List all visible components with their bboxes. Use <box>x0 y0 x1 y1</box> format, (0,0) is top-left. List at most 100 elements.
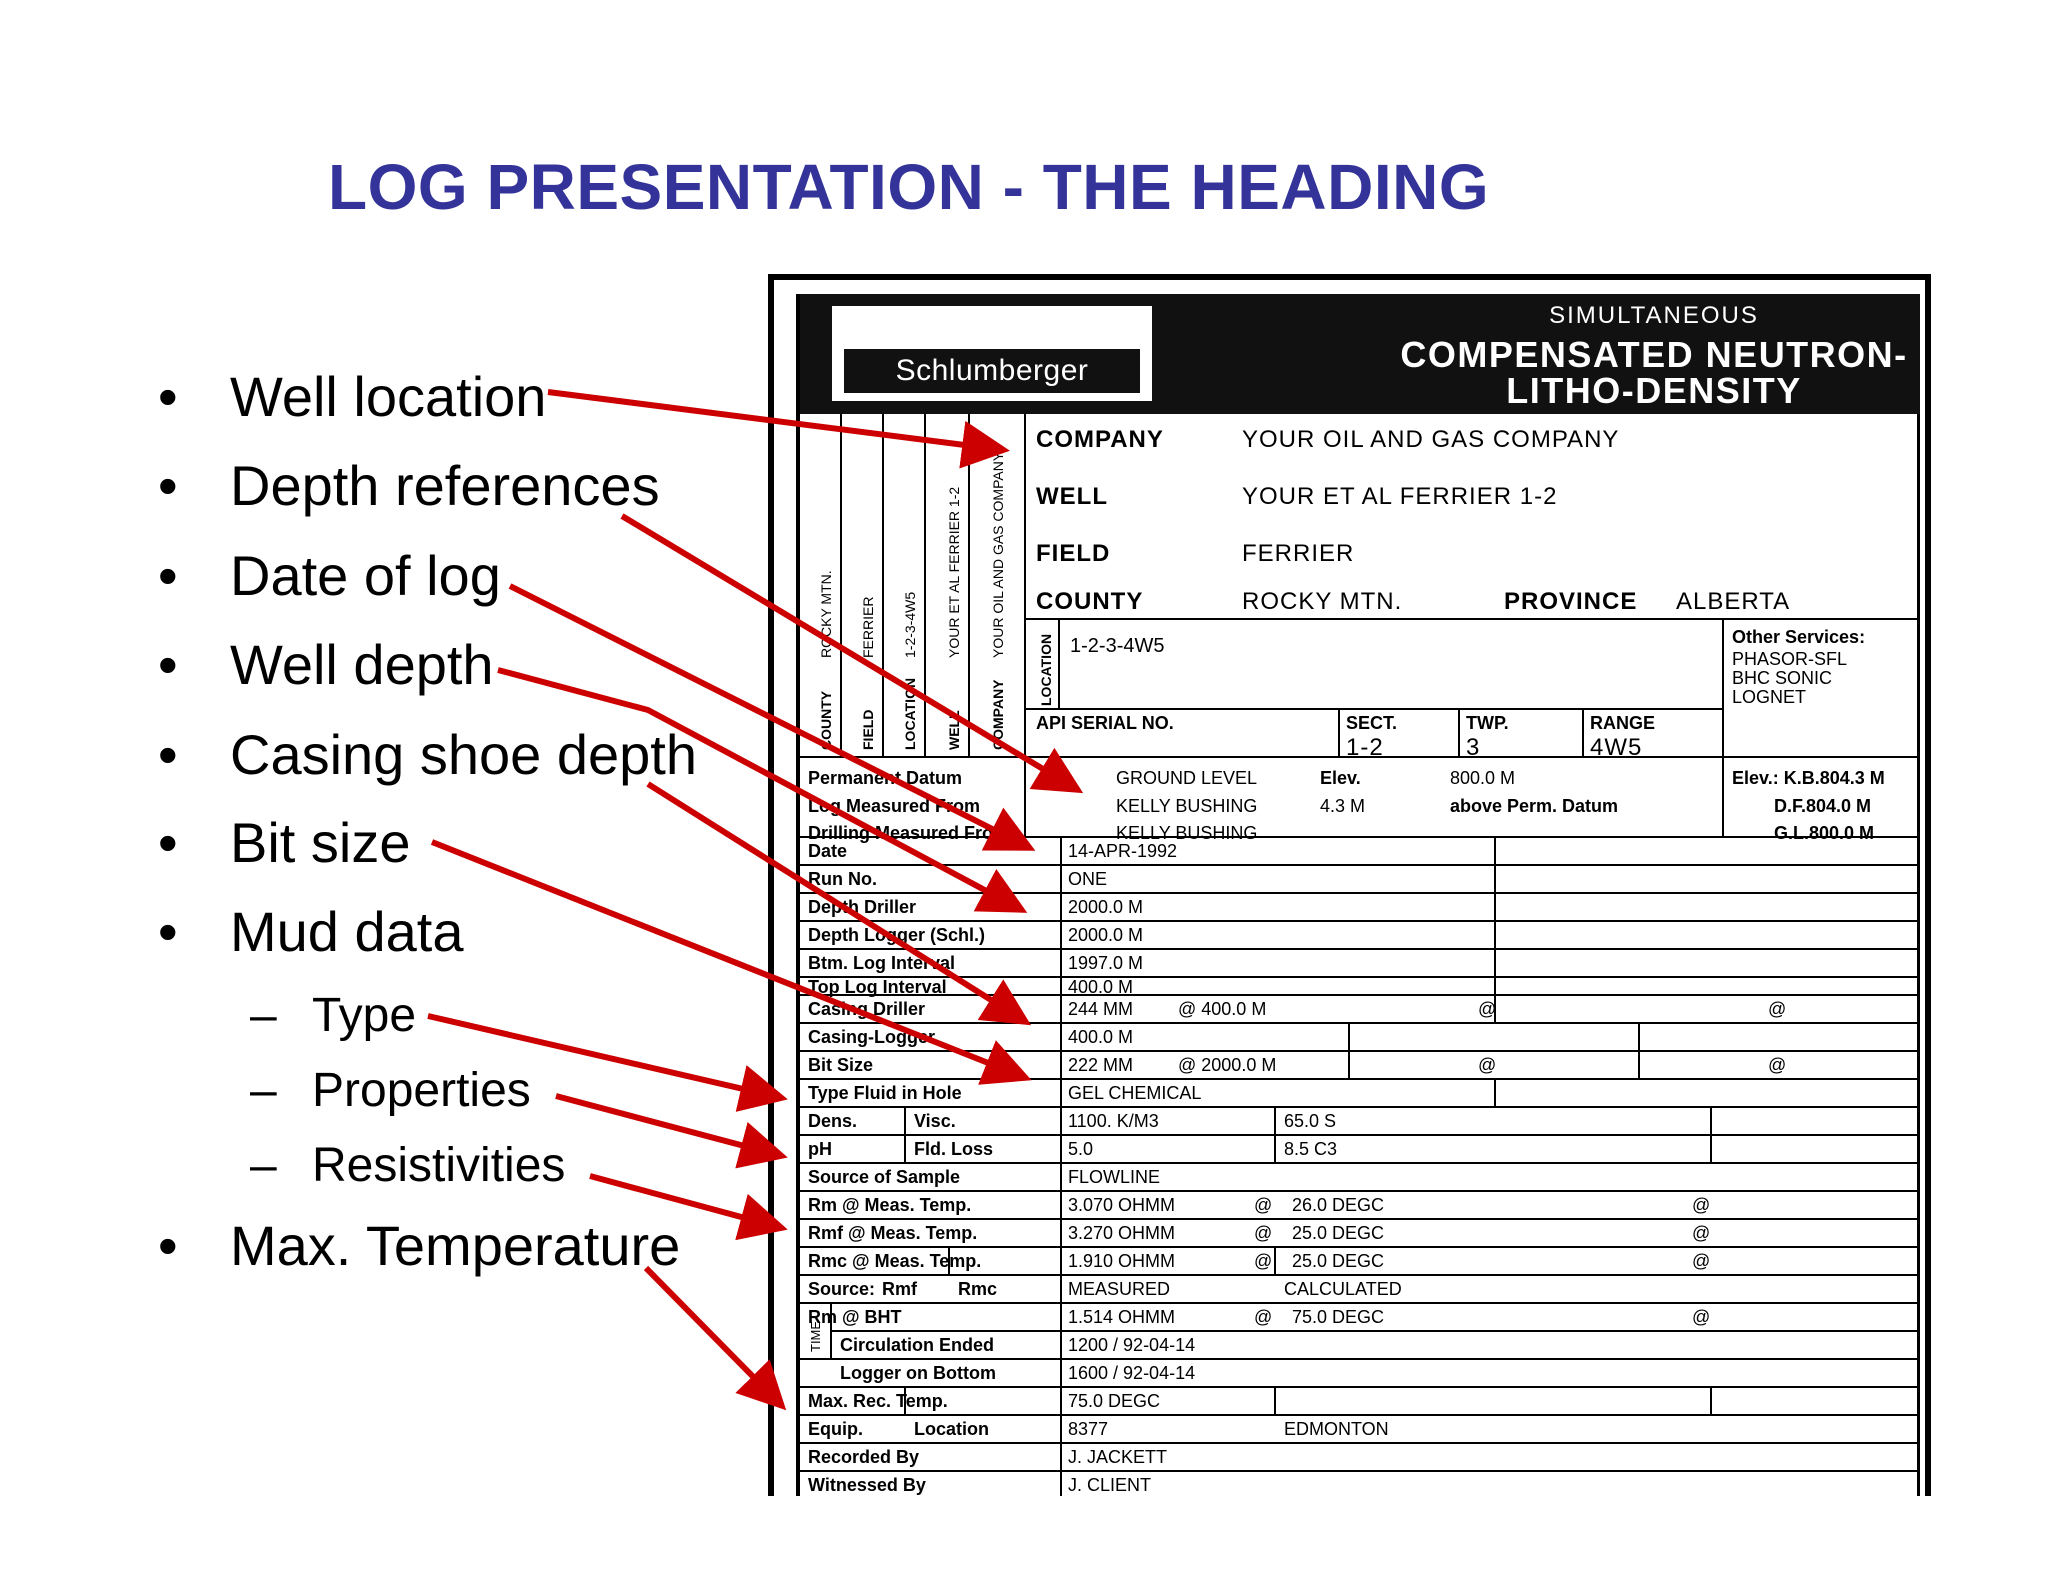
log-reference-text: above Perm. Datum <box>1450 796 1619 816</box>
row-line <box>800 1470 1920 1472</box>
log-heading-document: Schlumberger SIMULTANEOUS COMPENSATED NE… <box>768 274 1931 1496</box>
casing-logger-label: Casing-Logger <box>808 1027 936 1047</box>
top-log-interval-label: Top Log Interval <box>808 977 947 997</box>
dash-mark: – <box>250 1139 277 1192</box>
other-services-label: Other Services: <box>1732 627 1866 647</box>
ph-value: 5.0 <box>1068 1139 1094 1159</box>
divider-line <box>840 414 842 756</box>
side-county-label: COUNTY <box>818 690 834 750</box>
divider-line <box>1058 618 1060 708</box>
fluid-type-label: Type Fluid in Hole <box>808 1083 962 1103</box>
bullet-text: Well location <box>230 365 547 428</box>
logger-on-bottom-value: 1600 / 92-04-14 <box>1068 1363 1196 1383</box>
source-rmf-value: MEASURED <box>1068 1279 1171 1299</box>
field-value: FERRIER <box>1242 540 1355 567</box>
sect-label: SECT. <box>1346 713 1398 733</box>
ph-label: pH <box>808 1139 832 1159</box>
sect-value: 1-2 <box>1346 734 1384 761</box>
row-line <box>800 1302 1920 1304</box>
side-well-label: WELL <box>946 710 962 750</box>
row-line <box>800 1106 1920 1108</box>
rm-bht-label: Rm @ BHT <box>808 1307 902 1327</box>
bullet-well-depth: • Well depth <box>158 637 494 693</box>
company-label: COMPANY <box>1036 426 1164 453</box>
rmf-label: Rmf @ Meas. Temp. <box>808 1223 978 1243</box>
divider-line <box>924 414 926 756</box>
witnessed-by-label: Witnessed By <box>808 1475 926 1495</box>
at-symbol: @ <box>1478 999 1497 1019</box>
bullet-text: Max. Temperature <box>230 1214 681 1277</box>
dash-mark: – <box>250 1064 277 1117</box>
casing-driller-value: 244 MM <box>1068 999 1134 1019</box>
banner-subtitle: SIMULTANEOUS <box>1549 302 1759 329</box>
elev-value: 800.0 M <box>1450 768 1516 788</box>
rmc-value: 1.910 OHMM <box>1068 1251 1176 1271</box>
date-label: Date <box>808 841 848 861</box>
elev-df-value: D.F.804.0 M <box>1774 796 1872 816</box>
side-field-label: FIELD <box>860 709 876 750</box>
side-county-value: ROCKY MTN. <box>818 570 834 658</box>
depth-driller-label: Depth Driller <box>808 897 917 917</box>
row-line <box>800 920 1920 922</box>
log-offset-value: 4.3 M <box>1320 796 1366 816</box>
bullet-depth-references: • Depth references <box>158 458 660 514</box>
recorded-by-value: J. JACKETT <box>1068 1447 1168 1467</box>
run-number-value: ONE <box>1068 869 1108 889</box>
other-service-item: LOGNET <box>1732 687 1807 707</box>
row-line <box>800 1414 1920 1416</box>
rmf-temperature: 25.0 DEGC <box>1292 1223 1385 1243</box>
divider-line <box>800 836 1920 838</box>
row-line <box>800 1246 1920 1248</box>
max-temperature-value: 75.0 DEGC <box>1068 1391 1161 1411</box>
density-value: 1100. K/M3 <box>1068 1111 1159 1131</box>
sub-bullet-resistivities: – Resistivities <box>250 1142 565 1190</box>
source-rmc-value: CALCULATED <box>1284 1279 1402 1299</box>
circulation-ended-value: 1200 / 92-04-14 <box>1068 1335 1196 1355</box>
slide-title: LOG PRESENTATION - THE HEADING <box>328 151 1490 223</box>
sub-bullet-properties: – Properties <box>250 1067 531 1115</box>
witnessed-by-value: J. CLIENT <box>1068 1475 1152 1495</box>
other-service-item: BHC SONIC <box>1732 668 1833 688</box>
range-value: 4W5 <box>1590 734 1643 761</box>
bullet-mark: • <box>158 544 178 607</box>
row-line <box>800 1386 1920 1388</box>
rmf-value: 3.270 OHMM <box>1068 1223 1176 1243</box>
at-symbol: @ <box>1692 1195 1711 1215</box>
bit-size-label: Bit Size <box>808 1055 874 1075</box>
depth-logger-label: Depth Logger (Schl.) <box>808 925 985 945</box>
rm-bht-temperature: 75.0 DEGC <box>1292 1307 1385 1327</box>
location-value: 1-2-3-4W5 <box>1070 635 1165 657</box>
side-strip-divider <box>1024 414 1026 836</box>
bullet-mark: • <box>158 900 178 963</box>
row-line <box>800 1162 1920 1164</box>
schlumberger-logo: Schlumberger <box>832 306 1152 401</box>
bullet-mud-data: • Mud data <box>158 904 464 960</box>
drilling-measured-label: Drilling Measured From <box>808 823 1010 843</box>
banner-title-line2: LITHO-DENSITY <box>1506 370 1802 411</box>
rm-temperature: 26.0 DEGC <box>1292 1195 1385 1215</box>
casing-driller-label: Casing Driller <box>808 999 926 1019</box>
row-line <box>800 864 1920 866</box>
company-value: YOUR OIL AND GAS COMPANY <box>1242 426 1620 453</box>
at-symbol: @ <box>1254 1307 1273 1327</box>
row-line <box>800 994 1920 996</box>
rm-value: 3.070 OHMM <box>1068 1195 1176 1215</box>
bullet-well-location: • Well location <box>158 369 546 425</box>
province-value: ALBERTA <box>1676 588 1791 615</box>
bullet-text: Bit size <box>230 811 411 874</box>
viscosity-label: Visc. <box>914 1111 956 1131</box>
row-line <box>800 1134 1920 1136</box>
viscosity-value: 65.0 S <box>1284 1111 1337 1131</box>
run-number-label: Run No. <box>808 869 877 889</box>
api-serial-label: API SERIAL NO. <box>1036 713 1174 733</box>
side-company-value: YOUR OIL AND GAS COMPANY <box>990 451 1006 658</box>
side-field-value: FERRIER <box>860 596 876 658</box>
banner-title-line1: COMPENSATED NEUTRON- <box>1400 334 1908 375</box>
divider-line <box>1338 708 1340 756</box>
twp-value: 3 <box>1466 734 1481 761</box>
bullet-casing-shoe-depth: • Casing shoe depth <box>158 727 697 783</box>
date-value: 14-APR-1992 <box>1068 841 1178 861</box>
province-label: PROVINCE <box>1504 588 1638 615</box>
elev-gl-value: G.L.800.0 M <box>1774 823 1875 843</box>
divider-line <box>968 414 970 756</box>
